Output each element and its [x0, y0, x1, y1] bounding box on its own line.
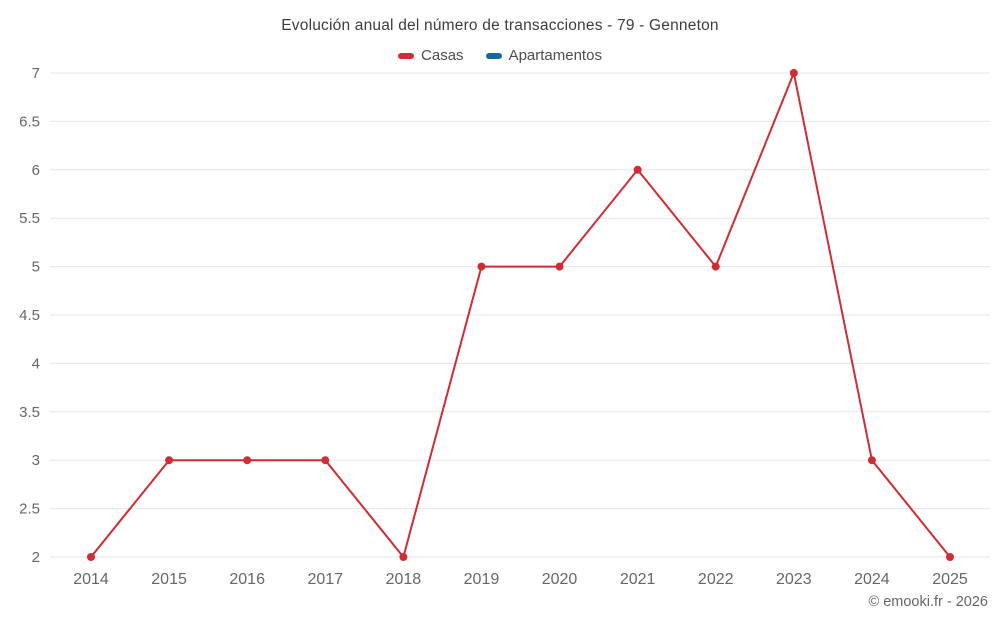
x-axis-tick-label: 2016 [229, 571, 265, 588]
y-axis-tick-label: 3 [32, 452, 40, 469]
y-axis-tick-label: 7 [32, 65, 40, 82]
data-point-casas [555, 262, 564, 271]
x-axis-tick-label: 2014 [73, 571, 109, 588]
x-axis-tick-label: 2019 [464, 571, 500, 588]
y-axis-tick-label: 2.5 [19, 501, 40, 518]
y-axis-tick-label: 5 [32, 259, 40, 276]
data-point-casas [165, 456, 174, 465]
data-point-casas [633, 165, 642, 174]
x-axis-tick-label: 2017 [307, 571, 343, 588]
legend-item-apartamentos[interactable]: Apartamentos [485, 47, 602, 64]
y-axis-tick-label: 4 [32, 355, 40, 372]
data-point-casas [946, 553, 954, 561]
footer-credit: © emooki.fr - 2026 [868, 594, 988, 610]
data-point-casas [321, 456, 330, 465]
data-point-casas [867, 456, 876, 465]
series-line-casas [90, 72, 951, 558]
x-axis-tick-label: 2021 [620, 571, 656, 588]
chart-title: Evolución anual del número de transaccio… [281, 17, 719, 34]
data-point-casas [399, 553, 408, 561]
data-point-casas [789, 69, 798, 77]
x-axis-tick-label: 2024 [854, 571, 890, 588]
x-axis-tick-label: 2025 [932, 571, 968, 588]
y-axis-tick-label: 4.5 [19, 307, 40, 324]
x-axis-tick-label: 2020 [542, 571, 578, 588]
legend-item-casas[interactable]: Casas [398, 47, 464, 64]
data-point-casas [477, 262, 486, 271]
data-point-casas [711, 262, 720, 271]
y-axis-tick-label: 6.5 [19, 113, 40, 130]
x-axis-tick-label: 2015 [151, 571, 187, 588]
chart-legend: Casas Apartamentos [0, 47, 1000, 64]
y-axis-tick-label: 6 [32, 162, 40, 179]
x-axis-tick-label: 2018 [386, 571, 422, 588]
casas-series-swatch-icon [398, 52, 415, 59]
data-point-casas [243, 456, 252, 465]
legend-label-apartamentos: Apartamentos [508, 47, 602, 64]
apartamentos-series-swatch-icon [485, 52, 502, 59]
legend-label-casas: Casas [421, 47, 464, 64]
y-axis-tick-label: 2 [32, 549, 40, 566]
y-axis-tick-label: 3.5 [19, 404, 40, 421]
y-axis-tick-label: 5.5 [19, 210, 40, 227]
data-point-casas [87, 553, 95, 561]
x-axis-tick-label: 2023 [776, 571, 812, 588]
x-axis-tick-label: 2022 [698, 571, 734, 588]
